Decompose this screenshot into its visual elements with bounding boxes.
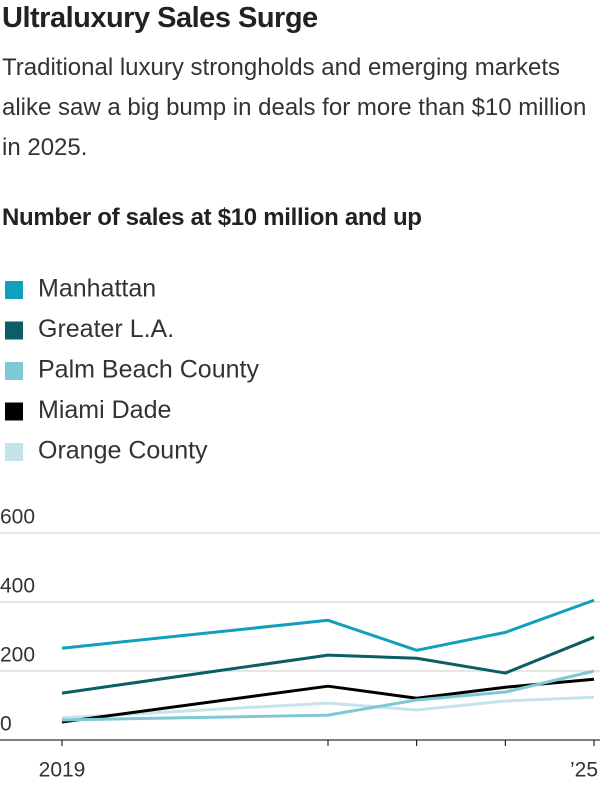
- series-line: [61, 598, 595, 652]
- y-tick-label: 0: [0, 713, 12, 736]
- legend-label: Miami Dade: [38, 396, 171, 424]
- legend-swatch: [5, 321, 23, 340]
- y-tick-label: 400: [0, 575, 35, 598]
- legend-swatch: [5, 362, 23, 380]
- legend-label: Manhattan: [38, 275, 156, 303]
- legend-swatch: [5, 443, 23, 461]
- legend-label: Greater L.A.: [38, 315, 174, 343]
- y-axis-label: Number of sales at $10 million and up: [2, 204, 422, 231]
- chart-title: Ultraluxury Sales Surge: [2, 2, 318, 34]
- x-tick-label: ’25: [570, 759, 598, 782]
- legend-swatch: [5, 281, 23, 299]
- legend-label: Palm Beach County: [38, 356, 259, 384]
- series-line: [61, 695, 595, 720]
- series-line: [61, 635, 595, 695]
- chart-subtitle: Traditional luxury strongholds and emerg…: [2, 54, 587, 161]
- y-tick-label: 200: [0, 644, 35, 667]
- series-line: [61, 669, 595, 722]
- legend-label: Orange County: [38, 437, 208, 465]
- x-tick-label: 2019: [39, 759, 86, 782]
- y-tick-label: 600: [0, 506, 35, 529]
- legend-swatch: [5, 402, 23, 421]
